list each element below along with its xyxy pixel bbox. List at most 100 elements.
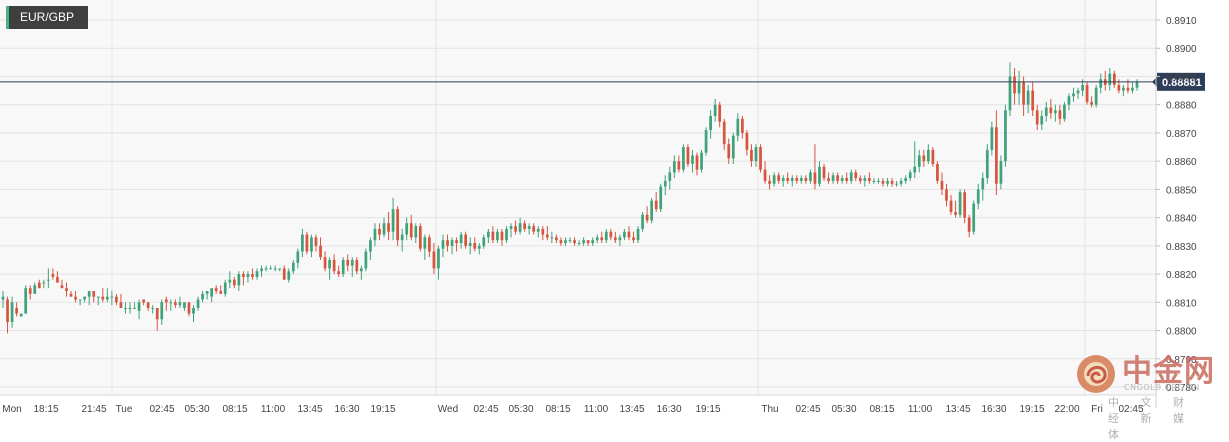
candle-body: [1131, 87, 1134, 91]
candle-body: [160, 302, 164, 320]
x-tick-label: 11:00: [584, 404, 609, 415]
x-tick-label: 08:15: [545, 404, 570, 415]
candle-body: [995, 127, 998, 184]
candle-body: [600, 237, 604, 241]
candle-body: [809, 172, 812, 181]
candle-body: [1004, 110, 1007, 162]
candle-body: [56, 276, 59, 283]
candle-body: [110, 296, 114, 298]
candle-body: [500, 231, 504, 241]
y-tick-label: 0.8870: [1166, 129, 1197, 140]
y-tick-label: 0.8780: [1166, 383, 1197, 394]
candle-body: [963, 192, 966, 218]
candle-body: [282, 268, 286, 280]
y-tick-label: 0.8810: [1166, 298, 1197, 309]
candle-body: [763, 169, 767, 181]
candle-body: [858, 178, 862, 181]
candle-body: [759, 147, 762, 170]
candle-body: [1022, 82, 1025, 105]
candle-body: [936, 163, 939, 181]
candle-body: [310, 237, 313, 252]
candle-body: [105, 296, 109, 300]
candle-body: [15, 307, 18, 314]
y-tick-label: 0.8890: [1166, 72, 1197, 83]
candle-body: [636, 228, 640, 241]
candle-body: [187, 302, 191, 314]
candle-body: [1058, 110, 1062, 119]
candle-body: [83, 296, 87, 300]
candle-body: [133, 307, 136, 309]
x-tick-label: 05:30: [184, 404, 209, 415]
candle-body: [1040, 115, 1044, 125]
candle-body: [42, 282, 46, 284]
candle-body: [840, 178, 844, 181]
candle-body: [355, 259, 359, 272]
candle-body: [564, 240, 567, 244]
candle-body: [868, 178, 871, 181]
candle-body: [228, 279, 232, 283]
x-tick-label: Fri: [1091, 404, 1103, 415]
candle-body: [613, 237, 617, 241]
watermark-logo: 中金网 CNGOLD.ORG.CN 中 文 财 经 新 媒 体: [1074, 350, 1224, 441]
candle-body: [364, 251, 368, 269]
candle-body: [382, 223, 386, 235]
candle-body: [845, 178, 849, 181]
candle-body: [949, 200, 953, 212]
current-price-line: 0.88881: [0, 72, 1205, 91]
candle-body: [473, 243, 477, 249]
candle-body: [432, 251, 436, 269]
candle-body: [174, 302, 177, 306]
candle-body: [223, 282, 227, 294]
candle-body: [754, 147, 758, 162]
candle-body: [405, 223, 409, 235]
candle-body: [1081, 84, 1084, 91]
candle-body: [115, 296, 118, 303]
candle-body: [972, 203, 976, 232]
candle-body: [623, 231, 626, 238]
candle-body: [917, 155, 921, 167]
watermark-subtitle: 中 文 财 经 新 媒 体: [1108, 396, 1193, 441]
x-tick-label: Tue: [116, 404, 133, 415]
candle-body: [1044, 107, 1048, 116]
candle-body: [1112, 73, 1116, 85]
candle-body: [260, 268, 263, 272]
x-tick-label: 21:45: [81, 404, 106, 415]
candle-body: [350, 259, 354, 266]
x-tick-label: 02:45: [473, 404, 498, 415]
candle-body: [28, 288, 32, 294]
candle-body: [414, 226, 418, 238]
candle-body: [296, 251, 300, 263]
y-tick-label: 0.8790: [1166, 355, 1197, 366]
candle-body: [169, 302, 173, 304]
candle-body: [418, 226, 422, 249]
candle-body: [641, 214, 644, 229]
x-tick-label: Thu: [761, 404, 778, 415]
candle-body: [19, 313, 23, 317]
x-tick-label: 13:45: [297, 404, 322, 415]
candle-body: [287, 271, 291, 280]
candle-body: [659, 186, 663, 210]
candle-body: [1063, 104, 1066, 119]
candle-body: [437, 248, 440, 269]
candle-body: [559, 240, 563, 244]
candle-body: [709, 115, 712, 131]
candle-body: [954, 211, 957, 215]
candle-body: [741, 118, 744, 133]
candle-body: [618, 237, 622, 241]
candle-body: [441, 240, 445, 249]
candle-body: [305, 234, 309, 252]
candle-body: [378, 228, 381, 235]
candles: [1, 62, 1139, 334]
candlestick-chart: 0.88881 0.87800.87900.88000.88100.88200.…: [0, 0, 1205, 415]
candle-body: [1049, 107, 1053, 114]
candle-body: [1017, 82, 1021, 94]
candle-body: [373, 228, 377, 241]
candle-body: [196, 299, 200, 308]
candle-body: [183, 302, 186, 308]
candle-body: [899, 180, 903, 184]
candle-body: [663, 180, 667, 187]
candle-body: [831, 175, 835, 181]
candle-body: [74, 296, 77, 300]
candle-body: [931, 149, 935, 164]
